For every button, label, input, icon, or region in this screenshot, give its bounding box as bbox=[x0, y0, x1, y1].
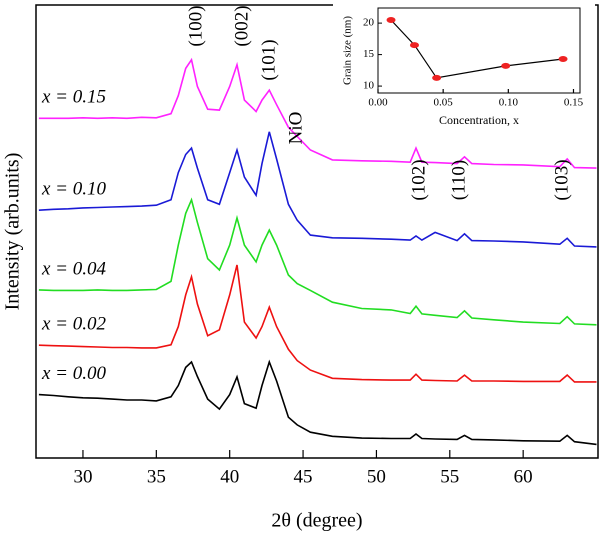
point-marker bbox=[501, 62, 511, 69]
peak-label: (102) bbox=[408, 159, 429, 200]
y-tick-label: 10 bbox=[363, 80, 375, 92]
y-axis-label: Grain size (nm) bbox=[342, 16, 354, 85]
series-line bbox=[38, 131, 597, 248]
plot-frame bbox=[377, 7, 581, 94]
inset-background bbox=[333, 2, 595, 140]
x-tick-label: 0.00 bbox=[368, 97, 388, 109]
series-label: x = 0.10 bbox=[41, 179, 107, 200]
peak-label: (110) bbox=[448, 160, 469, 200]
x-axis-label: 2θ (degree) bbox=[271, 510, 362, 532]
x-tick-label: 0.15 bbox=[564, 97, 584, 109]
peak-label: NiO bbox=[285, 112, 306, 145]
x-tick-label: 50 bbox=[367, 466, 386, 487]
x-tick-label: 40 bbox=[220, 466, 239, 487]
series-label: x = 0.02 bbox=[41, 314, 107, 335]
peak-label: (103) bbox=[551, 159, 572, 200]
series-line bbox=[38, 359, 597, 446]
y-axis-label: Intensity (arb.units) bbox=[2, 153, 24, 311]
y-tick-label: 15 bbox=[363, 48, 375, 60]
series-line bbox=[38, 197, 597, 326]
series-line bbox=[38, 57, 597, 169]
point-marker bbox=[409, 42, 419, 49]
y-tick-label: 20 bbox=[363, 17, 375, 29]
series-label: x = 0.00 bbox=[41, 363, 107, 384]
x-tick-label: 45 bbox=[294, 466, 313, 487]
peak-label: (101) bbox=[258, 39, 279, 80]
x-tick-label: 60 bbox=[514, 466, 533, 487]
point-marker bbox=[558, 56, 568, 62]
series-label: x = 0.15 bbox=[41, 87, 106, 108]
peak-label: (100) bbox=[185, 5, 206, 46]
series-line bbox=[38, 264, 597, 383]
x-tick-label: 0.10 bbox=[499, 97, 519, 109]
x-tick-label: 35 bbox=[147, 466, 166, 487]
series-label: x = 0.04 bbox=[41, 258, 107, 279]
point-marker bbox=[386, 16, 396, 23]
plot-frame bbox=[35, 4, 599, 459]
peak-label: (002) bbox=[231, 5, 252, 46]
x-axis-label: Concentration, x bbox=[439, 113, 519, 127]
point-marker bbox=[432, 74, 442, 81]
x-tick-label: 55 bbox=[440, 466, 459, 487]
x-tick-label: 0.05 bbox=[434, 97, 454, 109]
x-tick-label: 30 bbox=[73, 466, 92, 487]
